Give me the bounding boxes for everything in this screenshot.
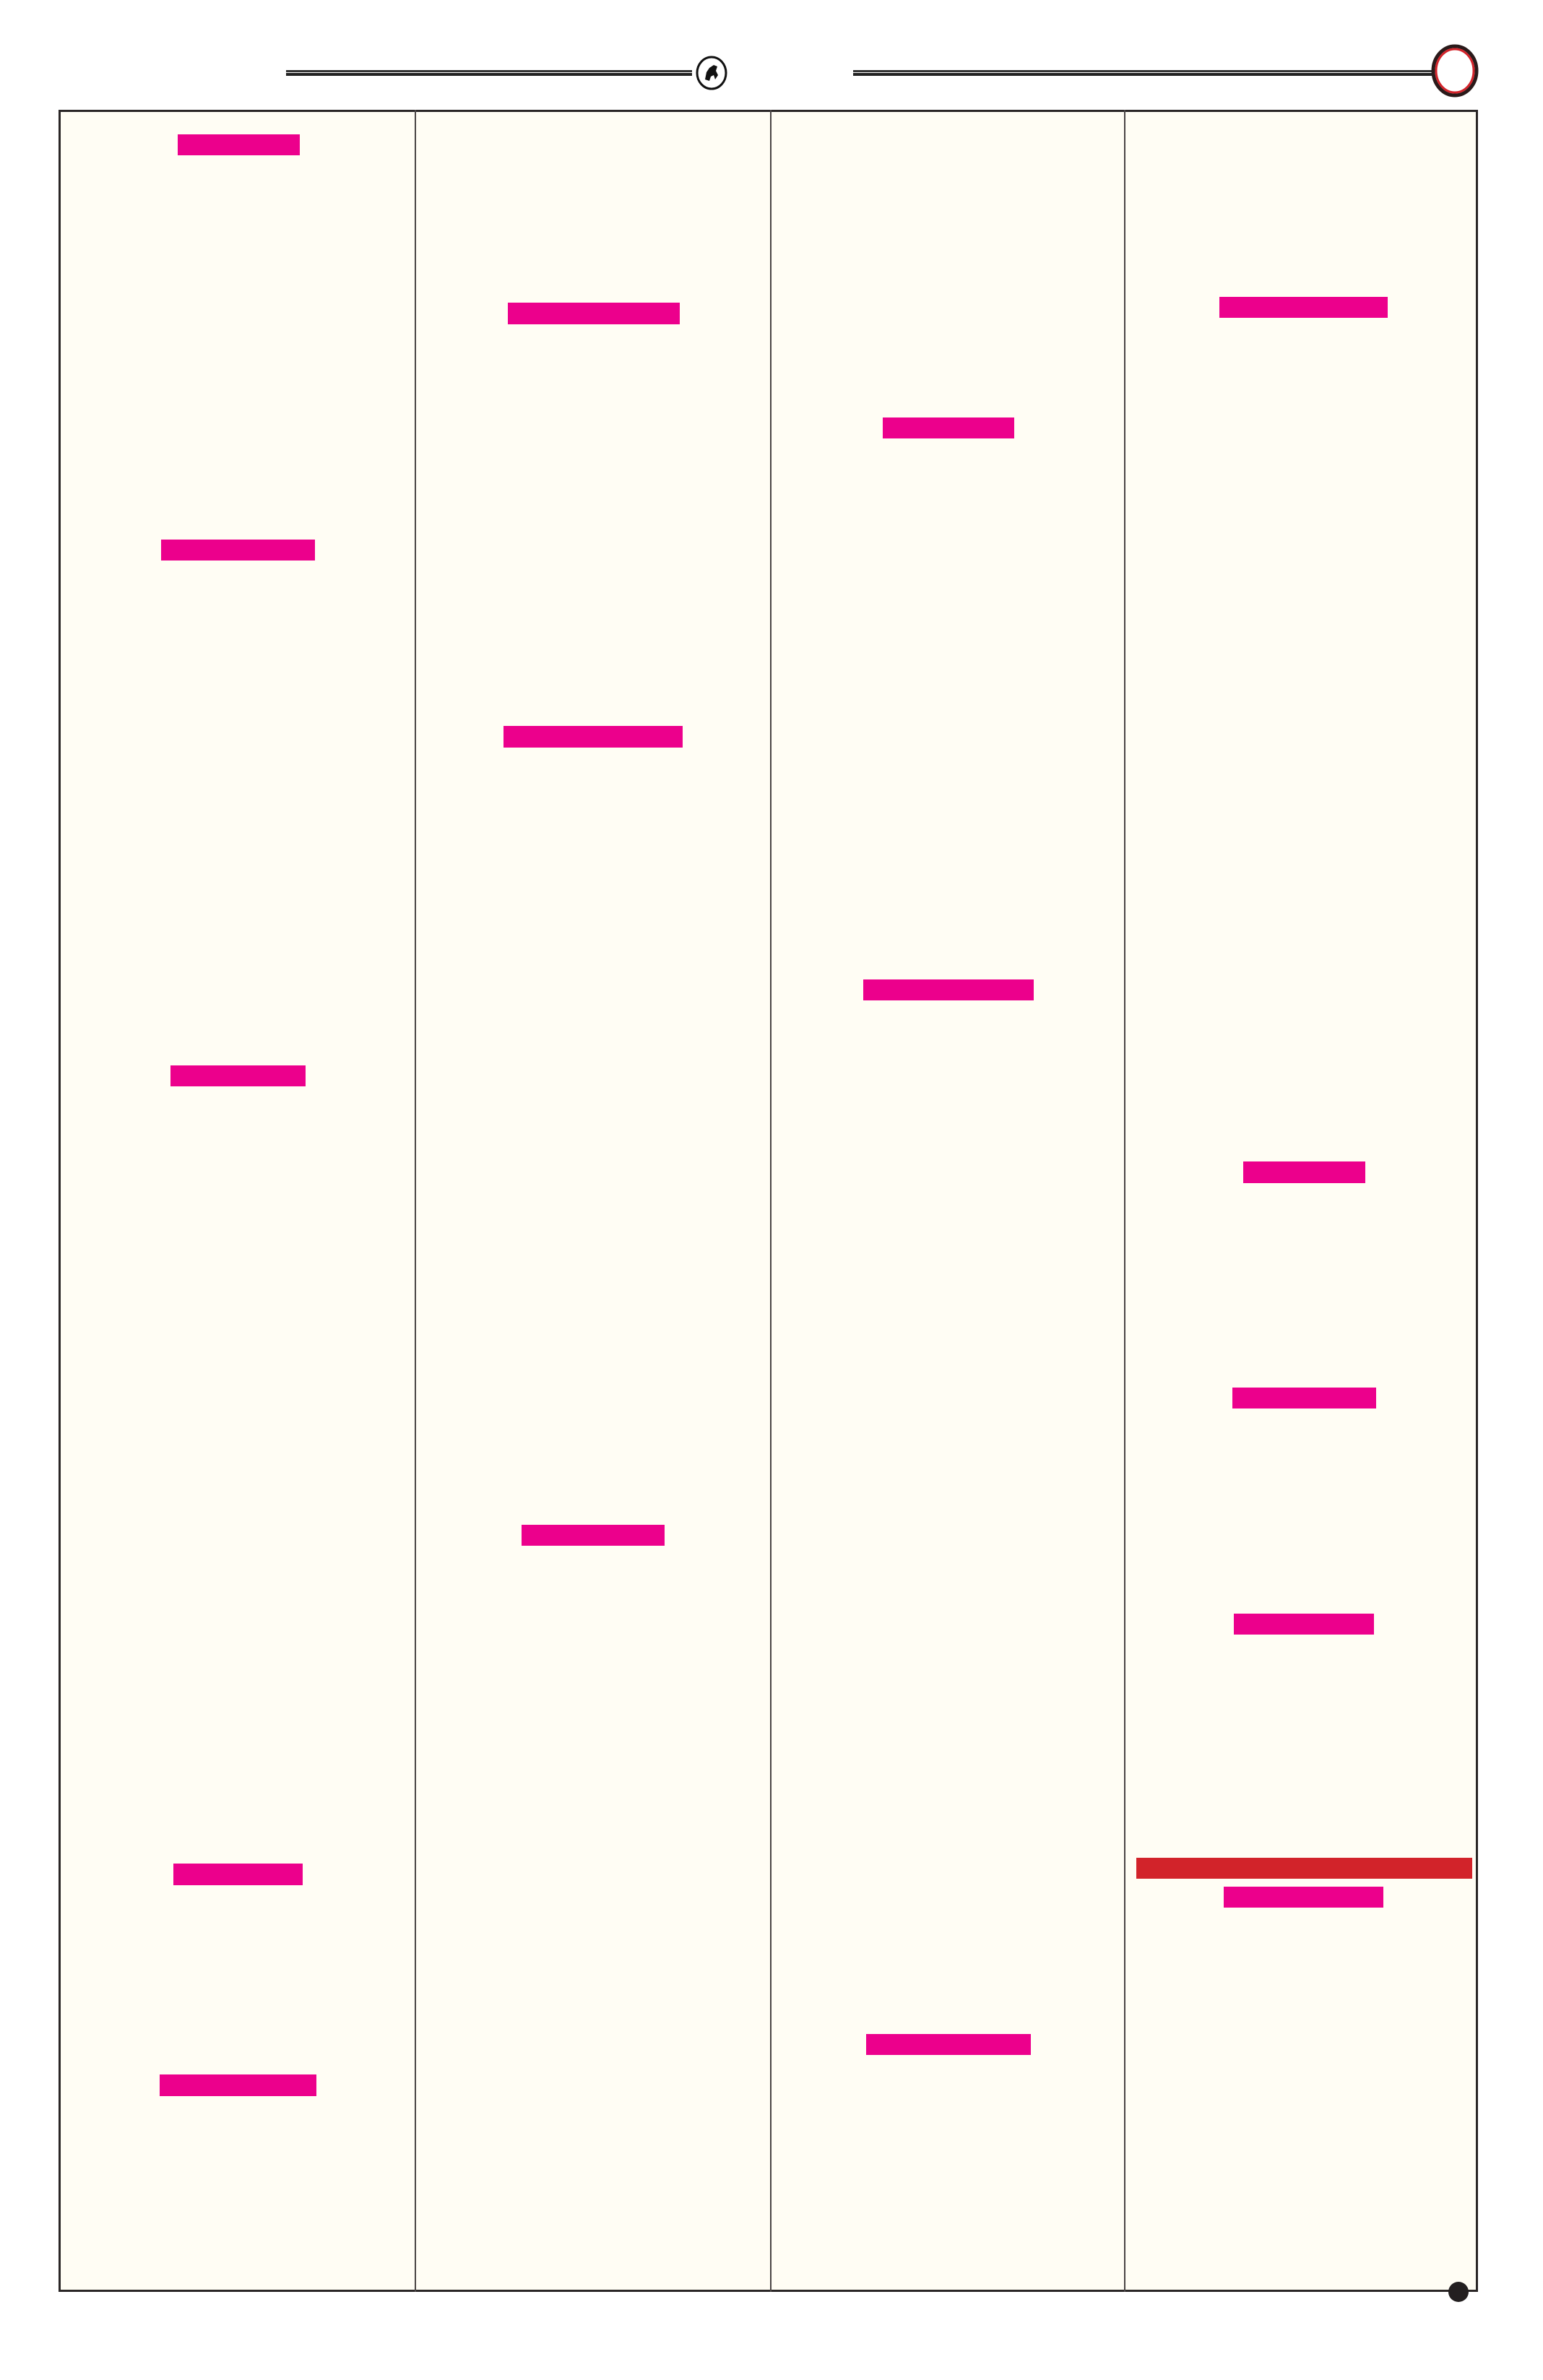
redaction-bar	[522, 1525, 665, 1546]
horse-rider-emblem-icon	[696, 56, 727, 90]
header-rule-right	[853, 70, 1435, 76]
redaction-bar	[863, 979, 1034, 1000]
redaction-bar	[883, 417, 1014, 438]
header-rule-left	[286, 70, 692, 76]
redaction-bar	[1219, 297, 1388, 318]
redaction-bar	[178, 134, 300, 155]
redaction-bar	[508, 303, 680, 324]
redaction-bar	[1224, 1887, 1383, 1908]
redaction-bar-red	[1136, 1858, 1472, 1879]
column-divider	[1124, 110, 1125, 2292]
column-divider	[415, 110, 416, 2292]
redaction-bar	[161, 540, 315, 561]
redaction-bar	[173, 1864, 303, 1885]
redaction-bar	[866, 2034, 1031, 2055]
redaction-bar	[1243, 1161, 1365, 1183]
redaction-bar	[503, 726, 683, 748]
column-divider	[770, 110, 772, 2292]
redaction-bar	[170, 1065, 306, 1086]
redaction-bar	[1234, 1614, 1374, 1635]
filled-dot-icon	[1448, 2282, 1469, 2302]
redaction-bar	[160, 2074, 316, 2096]
content-table	[59, 110, 1478, 2292]
red-ring-icon	[1431, 44, 1479, 98]
redaction-bar	[1232, 1388, 1376, 1408]
